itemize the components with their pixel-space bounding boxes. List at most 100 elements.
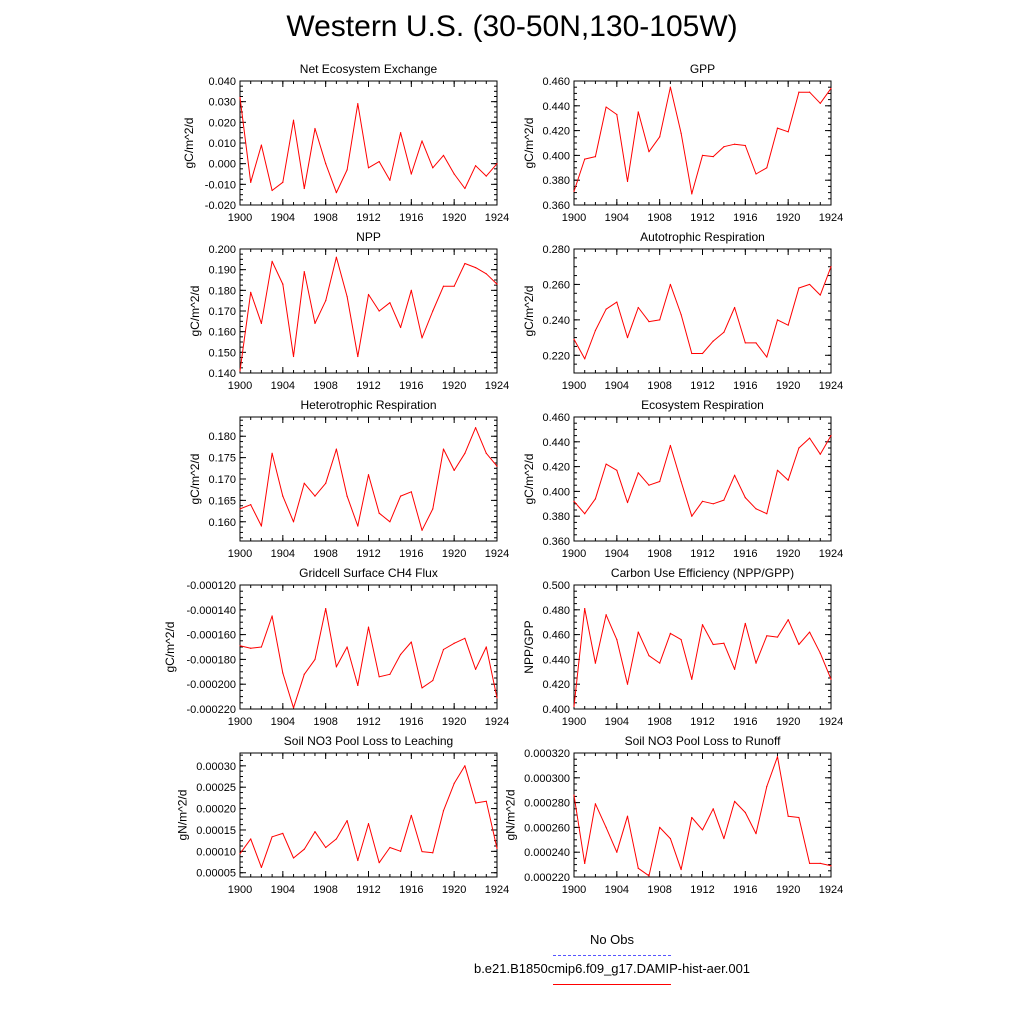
y-tick-label: 0.400	[542, 704, 570, 716]
data-point	[744, 144, 746, 147]
data-point	[669, 632, 671, 634]
data-point	[496, 847, 498, 849]
x-tick-label: 1912	[356, 212, 380, 224]
data-point	[616, 851, 618, 853]
x-tick-label: 1916	[733, 716, 757, 728]
data-point	[464, 637, 466, 639]
data-point	[723, 642, 725, 644]
x-tick-label: 1924	[819, 716, 843, 728]
data-point	[378, 161, 380, 163]
x-tick-label: 1916	[399, 212, 423, 224]
x-tick-label: 1908	[647, 716, 671, 728]
series-line	[239, 97, 498, 194]
data-point	[400, 132, 402, 134]
x-tick-label: 1920	[776, 212, 800, 224]
y-tick-label: 0.500	[542, 580, 570, 592]
data-point	[626, 683, 629, 685]
legend-label-obs: No Obs	[589, 932, 635, 947]
data-point	[637, 306, 639, 309]
data-point	[669, 837, 671, 840]
data-point	[787, 324, 789, 326]
panel-title: NPP	[356, 230, 381, 244]
data-point	[680, 480, 682, 483]
data-point	[357, 525, 359, 527]
data-point	[594, 498, 597, 500]
data-point	[659, 480, 661, 483]
x-tick-label: 1924	[819, 548, 843, 560]
y-tick-label: 0.000260	[524, 822, 570, 834]
data-point	[410, 289, 412, 291]
data-point	[798, 816, 800, 819]
data-point	[335, 256, 337, 258]
x-tick-label: 1900	[228, 380, 252, 392]
data-point	[691, 515, 693, 517]
data-point	[701, 154, 704, 156]
data-point	[808, 862, 811, 864]
data-point	[734, 474, 736, 476]
data-point	[680, 868, 682, 871]
y-axis-label: gC/m^2/d	[188, 454, 202, 505]
y-tick-label: 0.170	[208, 474, 236, 486]
data-point	[346, 819, 348, 822]
x-tick-label: 1916	[733, 884, 757, 896]
data-point	[292, 707, 295, 709]
x-tick-label: 1916	[399, 380, 423, 392]
y-tick-label: 0.160	[208, 327, 236, 339]
data-point	[400, 326, 402, 329]
data-point	[367, 626, 370, 628]
data-point	[367, 474, 370, 476]
data-point	[691, 816, 693, 819]
y-axis-label: gC/m^2/d	[163, 622, 177, 673]
data-point	[755, 508, 757, 510]
data-point	[605, 463, 607, 465]
x-tick-label: 1904	[271, 716, 295, 728]
data-point	[798, 287, 800, 289]
data-point	[367, 293, 370, 296]
data-point	[605, 826, 607, 829]
data-point	[584, 358, 586, 360]
y-tick-label: 0.420	[542, 679, 570, 691]
data-point	[292, 119, 295, 121]
data-point	[734, 800, 736, 802]
panel-title: Autotrophic Respiration	[640, 230, 765, 244]
y-tick-label: 0.420	[542, 462, 570, 474]
x-tick-label: 1916	[733, 548, 757, 560]
data-point	[830, 266, 832, 268]
x-tick-label: 1904	[605, 716, 629, 728]
data-point	[594, 662, 597, 664]
y-tick-label: 0.00010	[196, 846, 236, 858]
data-point	[442, 154, 445, 156]
data-point	[712, 340, 714, 342]
panel-title: Ecosystem Respiration	[641, 398, 764, 412]
data-point	[400, 495, 402, 497]
data-point	[830, 678, 832, 680]
data-point	[410, 814, 412, 817]
data-point	[410, 173, 412, 175]
data-point	[303, 673, 305, 675]
x-tick-label: 1904	[271, 212, 295, 224]
data-point	[474, 427, 477, 429]
y-tick-label: 0.460	[542, 76, 570, 88]
x-tick-label: 1920	[776, 548, 800, 560]
data-point	[637, 472, 639, 474]
y-tick-label: 0.000280	[524, 798, 570, 810]
data-point	[712, 503, 714, 505]
data-point	[766, 167, 768, 169]
x-tick-label: 1920	[442, 212, 466, 224]
x-tick-label: 1908	[647, 380, 671, 392]
data-point	[474, 165, 477, 167]
data-point	[648, 655, 650, 657]
x-tick-label: 1904	[605, 380, 629, 392]
y-tick-label: 0.180	[208, 431, 236, 443]
data-point	[464, 452, 466, 454]
y-axis-label: gN/m^2/d	[176, 790, 190, 841]
panel-title: Net Ecosystem Exchange	[300, 62, 438, 76]
data-point	[442, 448, 445, 450]
y-tick-label: 0.140	[208, 368, 236, 380]
x-tick-label: 1920	[442, 548, 466, 560]
x-tick-label: 1924	[485, 548, 509, 560]
y-tick-label: 0.280	[542, 244, 570, 256]
data-point	[378, 862, 380, 864]
x-tick-label: 1916	[733, 212, 757, 224]
data-point	[594, 329, 597, 332]
